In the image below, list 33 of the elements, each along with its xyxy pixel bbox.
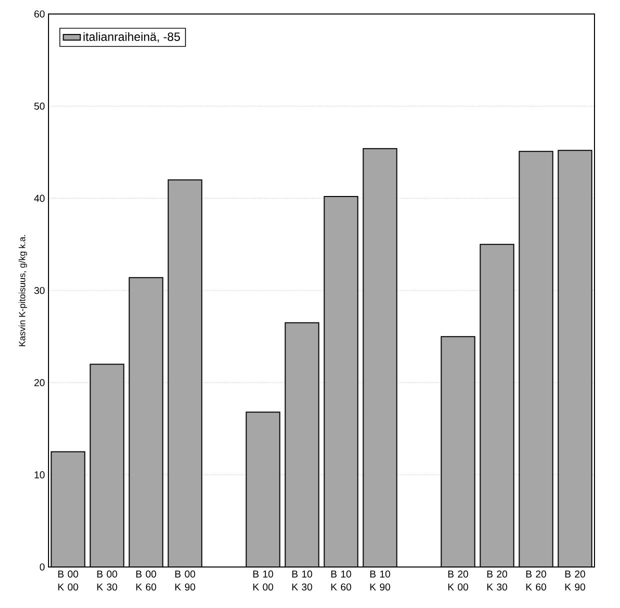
bar <box>363 148 397 567</box>
x-tick-label: B 20 K 90 <box>565 570 586 591</box>
x-tick-label: B 20 K 00 <box>448 570 468 591</box>
bar <box>168 179 202 567</box>
x-tick-label: B 00 K 60 <box>136 570 156 591</box>
bar <box>50 451 86 567</box>
x-tick-label: B 10 K 90 <box>370 570 390 591</box>
x-tick-label: B 00 K 00 <box>58 570 78 591</box>
x-tick-label: B 10 K 60 <box>331 570 352 591</box>
y-tick-label: 50 <box>34 102 45 110</box>
legend-label: italianraiheinä, -85 <box>84 32 180 42</box>
bar <box>128 277 164 567</box>
x-tick-label: B 20 K 30 <box>487 570 508 591</box>
bar <box>324 196 358 567</box>
bar <box>285 322 319 567</box>
bar <box>440 336 476 567</box>
y-tick-label: 20 <box>34 379 45 386</box>
y-axis-title: Kasvin K-pitoisuus, g/kg k.a. <box>18 235 28 346</box>
y-tick-label: 10 <box>34 471 45 478</box>
bar <box>518 150 554 567</box>
y-tick-label: 30 <box>34 286 45 294</box>
bar <box>246 412 280 567</box>
x-tick-label: B 10 K 30 <box>292 570 312 591</box>
bar <box>558 150 592 567</box>
bar <box>480 244 514 567</box>
x-tick-label: B 10 K 00 <box>253 570 274 591</box>
x-tick-label: B 00 K 90 <box>175 570 196 591</box>
y-tick-label: 40 <box>34 194 45 202</box>
bar <box>90 364 124 567</box>
y-tick-label: 60 <box>34 10 45 18</box>
x-tick-label: B 00 K 30 <box>97 570 118 591</box>
y-tick-label: 0 <box>40 563 45 571</box>
x-tick-label: B 20 K 60 <box>526 570 546 591</box>
